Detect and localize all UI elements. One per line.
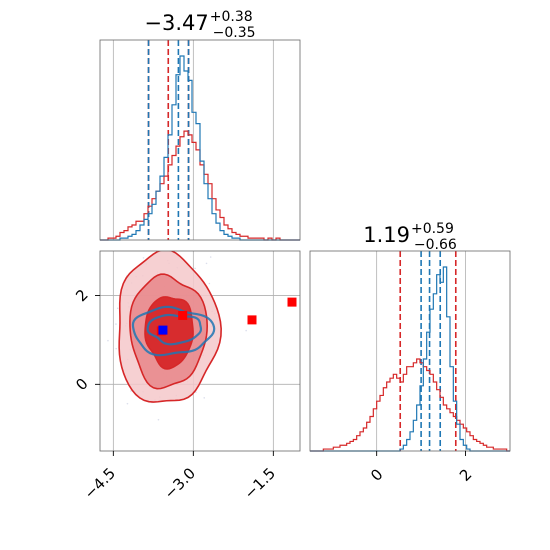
joint-scatter-point	[159, 476, 161, 478]
hist-p2-red-step	[310, 358, 510, 452]
joint-blue-contours	[131, 305, 216, 357]
hist-p2-blue-step	[310, 266, 510, 452]
hist-p2-frame	[309, 250, 511, 452]
joint-scatter-point	[203, 397, 206, 399]
joint-scatter-point	[179, 249, 181, 251]
joint-markers	[156, 297, 297, 336]
joint-red-marker-3	[287, 297, 297, 307]
joint-scatter-point	[205, 262, 208, 265]
title-p2-sup: +0.59	[411, 221, 454, 237]
joint-scatter-point	[195, 391, 197, 394]
joint-scatter-point	[194, 267, 196, 270]
hist-p2-grid	[376, 251, 466, 451]
joint-xtick-label-2: −1.5	[241, 464, 279, 502]
joint-blue-marker-0	[158, 325, 168, 335]
joint-scatter-point	[97, 346, 99, 348]
hist-p1-frame	[99, 39, 301, 241]
joint-scatter-point	[203, 234, 205, 236]
hist-p1-grid	[112, 40, 274, 240]
joint-y-ticks: 02	[72, 286, 100, 394]
hist-p1-panel: −3.47+0.38 −0.35	[99, 9, 301, 241]
joint-blue-contour-outer	[131, 305, 216, 357]
joint-scatter-point	[107, 339, 109, 342]
joint-scatter-point	[115, 323, 117, 325]
joint-red-marker-2	[247, 315, 257, 325]
title-p1: −3.47+0.38 −0.35	[144, 9, 255, 41]
joint-red-contours	[118, 251, 222, 403]
title-p2-sub: −0.66	[414, 237, 457, 253]
joint-scatter-point	[130, 390, 132, 392]
joint-scatter-point	[209, 256, 212, 258]
joint-x-ticks: −4.5 −3.0 −1.5	[81, 451, 279, 503]
joint-scatter-point	[208, 282, 211, 285]
hist-p1-blue-step	[100, 55, 300, 241]
hist-p2-quantile-lines	[399, 251, 457, 451]
hist-p2-xtick-label-1: 2	[456, 465, 475, 484]
joint-scatter-point	[245, 329, 247, 332]
title-p1-sub: −0.35	[213, 25, 256, 41]
joint-xtick-label-1: −3.0	[161, 464, 199, 502]
joint-scatter-point	[142, 257, 145, 259]
joint-ytick-label-0: 0	[72, 375, 91, 394]
title-p2: 1.19+0.59 −0.66	[363, 221, 457, 253]
joint-scatter-point	[126, 402, 129, 405]
joint-xtick-label-0: −4.5	[81, 464, 119, 502]
joint-blue-contour-inner	[146, 313, 203, 346]
joint-panel: −4.5 −3.0 −1.5 02	[65, 234, 301, 503]
joint-frame	[99, 250, 301, 452]
joint-ytick-label-1: 2	[72, 286, 91, 305]
joint-scatter-point	[157, 418, 160, 421]
hist-p1-red-step	[100, 130, 300, 241]
joint-scatter-point	[115, 347, 118, 350]
joint-scatter-point	[65, 289, 67, 291]
title-p1-value: −3.47	[144, 11, 208, 35]
hist-p2-xtick-label-0: 0	[367, 465, 386, 484]
title-p1-sup: +0.38	[210, 9, 253, 25]
joint-red-marker-0	[178, 310, 188, 320]
title-p2-value: 1.19	[363, 223, 410, 247]
joint-scatter-point	[116, 307, 119, 310]
